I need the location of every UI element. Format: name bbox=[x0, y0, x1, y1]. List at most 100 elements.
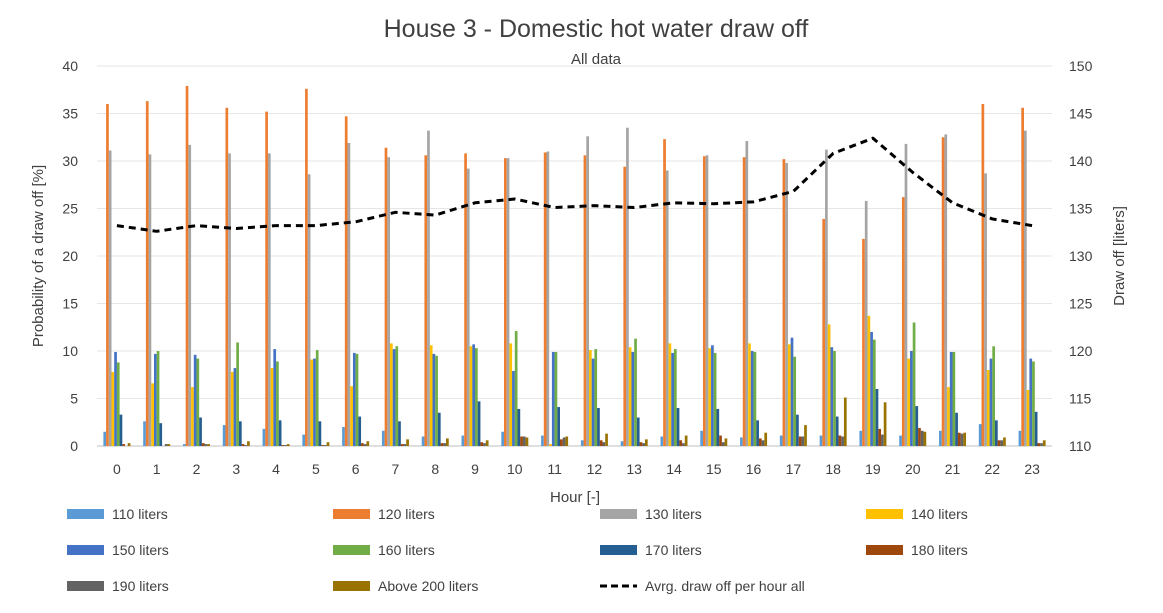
bar bbox=[361, 443, 364, 446]
legend-label: 150 liters bbox=[112, 542, 169, 558]
bar bbox=[543, 152, 547, 446]
bar bbox=[660, 436, 664, 446]
bar bbox=[342, 427, 345, 446]
legend-item: 110 liters bbox=[67, 506, 168, 522]
bar bbox=[199, 417, 202, 446]
bar bbox=[1032, 361, 1035, 446]
bar bbox=[321, 445, 324, 446]
bar bbox=[344, 116, 348, 446]
bar bbox=[907, 358, 911, 446]
bar bbox=[756, 420, 759, 446]
legend-item: Above 200 liters bbox=[333, 578, 478, 594]
bar bbox=[825, 149, 828, 446]
bar bbox=[586, 136, 589, 447]
y-tick-label: 5 bbox=[70, 391, 78, 407]
bar bbox=[313, 358, 316, 446]
bar bbox=[779, 435, 783, 446]
bar bbox=[583, 155, 587, 447]
bar bbox=[1034, 411, 1038, 446]
legend-item: 170 liters bbox=[600, 542, 702, 558]
bar bbox=[103, 431, 107, 446]
y2-tick-label: 120 bbox=[1069, 343, 1093, 359]
y2-tick-label: 115 bbox=[1069, 391, 1092, 407]
bar bbox=[626, 127, 629, 446]
bar bbox=[443, 443, 447, 446]
legend-label: 130 liters bbox=[645, 506, 702, 522]
bar bbox=[864, 200, 868, 446]
bar bbox=[196, 358, 200, 446]
x-tick-label: 10 bbox=[507, 461, 523, 477]
x-tick-label: 13 bbox=[626, 461, 642, 477]
bar bbox=[642, 443, 645, 446]
bar bbox=[923, 431, 927, 446]
bar bbox=[740, 437, 743, 446]
bar bbox=[750, 351, 754, 446]
gridlines bbox=[97, 65, 1052, 447]
bar bbox=[236, 342, 239, 446]
bar bbox=[350, 386, 353, 446]
bar bbox=[108, 150, 112, 447]
x-tick-label: 16 bbox=[746, 461, 762, 477]
y2-tick-label: 125 bbox=[1069, 296, 1093, 312]
bar bbox=[241, 444, 245, 446]
bar bbox=[366, 441, 370, 446]
bar bbox=[228, 153, 231, 446]
bar bbox=[949, 351, 953, 446]
bar bbox=[421, 436, 425, 446]
bar bbox=[989, 358, 993, 446]
bar bbox=[119, 414, 123, 446]
x-tick-label: 11 bbox=[547, 461, 562, 477]
x-tick-label: 0 bbox=[113, 461, 121, 477]
bar bbox=[912, 322, 916, 446]
bar bbox=[634, 338, 637, 446]
bar bbox=[957, 432, 961, 446]
bar bbox=[363, 444, 367, 446]
x-tick-label: 4 bbox=[272, 461, 280, 477]
legend-swatch bbox=[600, 509, 637, 519]
y2-tick-label: 135 bbox=[1069, 201, 1093, 217]
legend-label: 180 liters bbox=[911, 542, 968, 558]
bar bbox=[432, 353, 436, 446]
bar bbox=[504, 158, 507, 446]
bar bbox=[512, 370, 515, 446]
x-tick-label: 14 bbox=[666, 461, 682, 477]
bar bbox=[827, 324, 831, 446]
bar bbox=[1040, 443, 1043, 446]
y-tick-label: 15 bbox=[62, 296, 78, 312]
bar bbox=[785, 162, 788, 446]
bar bbox=[992, 346, 996, 446]
x-tick-label: 23 bbox=[1024, 461, 1040, 477]
bar bbox=[665, 170, 669, 446]
x-tick-label: 9 bbox=[471, 461, 479, 477]
bar bbox=[355, 353, 359, 446]
y-tick-label: 20 bbox=[62, 248, 78, 264]
bar bbox=[424, 155, 428, 447]
bar bbox=[541, 435, 544, 446]
chart-subtitle: All data bbox=[571, 51, 622, 68]
bar bbox=[387, 157, 391, 446]
legend-swatch bbox=[67, 581, 104, 591]
bar bbox=[761, 440, 765, 446]
bar bbox=[403, 444, 407, 446]
bar bbox=[711, 345, 714, 446]
bar bbox=[392, 349, 396, 446]
bar bbox=[878, 428, 882, 446]
bar bbox=[636, 417, 640, 446]
bar bbox=[758, 438, 762, 446]
bar bbox=[381, 430, 385, 446]
bar bbox=[719, 435, 722, 446]
bar bbox=[830, 347, 834, 446]
bar bbox=[477, 401, 481, 446]
bar bbox=[867, 315, 871, 446]
legend-label: Avrg. draw off per hour all bbox=[645, 578, 805, 594]
bar bbox=[673, 349, 677, 446]
bar bbox=[464, 153, 467, 446]
bar bbox=[270, 368, 274, 446]
bar bbox=[230, 371, 234, 446]
bar bbox=[318, 421, 322, 446]
x-axis: 0 1 2 3 4 5 6 7 8 9 10 11 12 13 14 15 16 17 18 19 20 21 22 23 bbox=[113, 461, 1040, 477]
bar bbox=[591, 358, 595, 446]
bar bbox=[188, 144, 192, 446]
